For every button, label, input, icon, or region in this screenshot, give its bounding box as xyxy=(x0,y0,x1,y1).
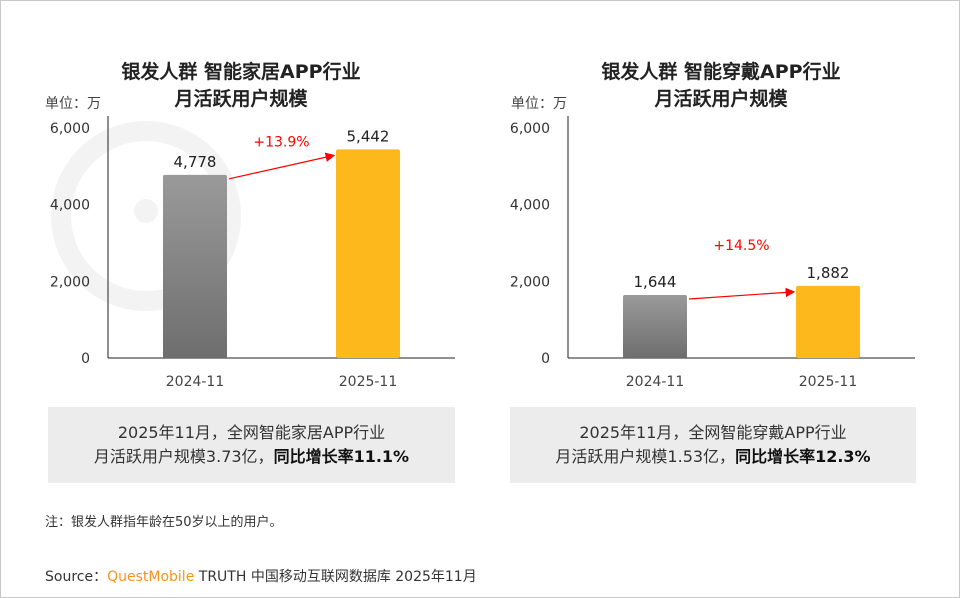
data-label: 4,778 xyxy=(174,153,217,171)
right-title-line2: 月活跃用户规模 xyxy=(654,88,788,110)
x-tick-label: 2024-11 xyxy=(626,374,685,390)
bar-2025-11 xyxy=(336,149,400,358)
y-tick-label: 6,000 xyxy=(50,121,90,137)
right-summary-box: 2025年11月，全网智能穿戴APP行业月活跃用户规模1.53亿，同比增长率12… xyxy=(510,407,916,483)
bar-2025-11 xyxy=(796,285,860,358)
source-line: Source：QuestMobile TRUTH 中国移动互联网数据库 2025… xyxy=(45,566,477,586)
x-tick-label: 2024-11 xyxy=(166,374,225,390)
left-chart-title: 银发人群 智能家居APP行业 月活跃用户规模 xyxy=(41,59,441,113)
data-label: 1,644 xyxy=(634,273,677,291)
footnote: 注：银发人群指年龄在50岁以上的用户。 xyxy=(45,515,283,530)
y-tick-label: 4,000 xyxy=(510,198,550,214)
bar-2024-11 xyxy=(623,294,687,358)
source-brand: QuestMobile xyxy=(107,569,195,585)
watermark-ring xyxy=(51,121,241,311)
y-tick-label: 0 xyxy=(81,351,90,367)
y-tick-label: 0 xyxy=(541,351,550,367)
source-text: TRUTH 中国移动互联网数据库 2025年11月 xyxy=(194,569,477,585)
right-growth-rate: 同比增长率12.3% xyxy=(735,447,871,466)
left-summary-box: 2025年11月，全网智能家居APP行业月活跃用户规模3.73亿，同比增长率11… xyxy=(48,407,455,483)
data-label: 1,882 xyxy=(807,264,850,282)
right-summary-text: 月活跃用户规模1.53亿， xyxy=(555,447,736,466)
right-summary-line1: 2025年11月，全网智能穿戴APP行业 xyxy=(579,423,847,442)
left-summary-line1: 2025年11月，全网智能家居APP行业 xyxy=(117,423,386,442)
y-tick-label: 2,000 xyxy=(510,274,550,290)
watermark-dot xyxy=(134,199,158,223)
left-summary-text: 月活跃用户规模3.73亿， xyxy=(93,447,274,466)
bar-2024-11 xyxy=(163,174,227,358)
left-summary-line2: 月活跃用户规模3.73亿，同比增长率11.1% xyxy=(94,445,409,469)
data-label: 5,442 xyxy=(347,127,390,145)
left-title-line2: 月活跃用户规模 xyxy=(174,88,308,110)
left-growth-rate: 同比增长率11.1% xyxy=(273,447,410,466)
growth-arrow xyxy=(688,287,796,300)
charts-svg: 0 2,000 4,000 6,000 4,778 2024-11 5,442 2025-11… xyxy=(50,116,915,390)
right-chart-title: 银发人群 智能穿戴APP行业 月活跃用户规模 xyxy=(521,59,921,113)
growth-label: +13.9% xyxy=(253,134,309,150)
x-tick-label: 2025-11 xyxy=(799,374,858,390)
y-tick-label: 4,000 xyxy=(50,198,90,214)
watermark-logo xyxy=(51,121,241,311)
growth-arrow xyxy=(228,152,336,180)
y-tick-label: 2,000 xyxy=(50,274,90,290)
left-unit-label: 单位：万 xyxy=(45,96,101,112)
growth-label: +14.5% xyxy=(713,238,769,254)
right-unit-label: 单位：万 xyxy=(511,96,567,112)
right-summary-line2: 月活跃用户规模1.53亿，同比增长率12.3% xyxy=(555,445,870,469)
y-tick-label: 6,000 xyxy=(510,121,550,137)
right-title-line1: 银发人群 智能穿戴APP行业 xyxy=(601,61,841,83)
source-prefix: Source： xyxy=(45,569,108,585)
x-tick-label: 2025-11 xyxy=(339,374,398,390)
left-title-line1: 银发人群 智能家居APP行业 xyxy=(121,61,361,83)
